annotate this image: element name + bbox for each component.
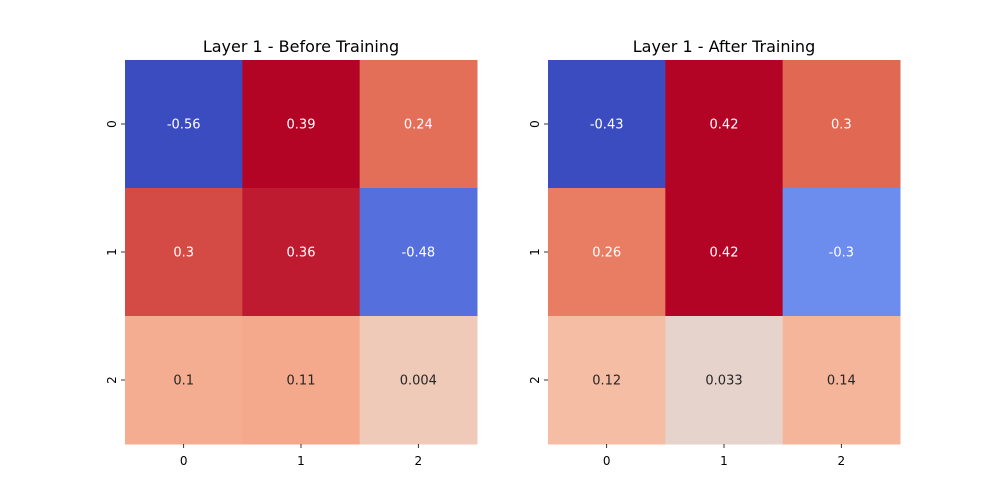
x-tick-label: 2 xyxy=(838,454,846,468)
heatmap-cell xyxy=(782,60,901,189)
y-tick-label: 2 xyxy=(105,376,119,384)
cell-value-label: 0.11 xyxy=(287,374,316,389)
cell-value-label: -0.48 xyxy=(402,246,436,261)
chart-title: Layer 1 - After Training xyxy=(633,37,815,56)
heatmap-cell xyxy=(548,316,666,445)
x-tick-label: 1 xyxy=(720,454,728,468)
cell-value-label: 0.1 xyxy=(173,374,194,389)
x-tick-label: 0 xyxy=(180,454,188,468)
cell-value-label: -0.3 xyxy=(829,246,854,261)
heatmap-cell xyxy=(125,316,243,445)
y-tick-label: 0 xyxy=(528,120,542,128)
cell-value-label: 0.033 xyxy=(705,374,742,389)
heatmap-cell xyxy=(782,188,901,317)
x-tick-label: 2 xyxy=(415,454,423,468)
y-tick-label: 0 xyxy=(105,120,119,128)
heatmap-cell xyxy=(665,60,784,189)
heatmap-cell xyxy=(125,188,243,317)
heatmap-cell xyxy=(548,60,666,189)
cell-value-label: -0.43 xyxy=(590,118,624,133)
cell-value-label: 0.3 xyxy=(173,246,194,261)
y-tick-label: 1 xyxy=(105,248,119,256)
heatmap-cell xyxy=(548,188,666,317)
heatmap-after-training: Layer 1 - After Training -0.43 0.42 0.3 0.26… xyxy=(528,37,901,468)
heatmap-before-training: Layer 1 - Before Training -0.56 0.39 0.24 0.… xyxy=(105,37,478,468)
cell-value-label: 0.26 xyxy=(592,246,621,261)
cell-value-label: 0.42 xyxy=(710,118,739,133)
heatmap-cell xyxy=(242,188,361,317)
heatmap-cell xyxy=(665,188,784,317)
x-tick-label: 0 xyxy=(603,454,611,468)
heatmap-cell xyxy=(242,60,361,189)
cell-value-label: 0.3 xyxy=(831,118,852,133)
cell-value-label: -0.56 xyxy=(167,118,201,133)
cell-value-label: 0.12 xyxy=(592,374,621,389)
cell-value-label: 0.39 xyxy=(287,118,316,133)
heatmap-cell xyxy=(242,316,361,445)
cell-value-label: 0.36 xyxy=(287,246,316,261)
cell-value-label: 0.42 xyxy=(710,246,739,261)
x-tick-label: 1 xyxy=(297,454,305,468)
y-tick-label: 2 xyxy=(528,376,542,384)
cell-value-label: 0.14 xyxy=(827,374,856,389)
heatmap-cell xyxy=(782,316,901,445)
heatmap-cell xyxy=(359,188,478,317)
heatmap-cell xyxy=(125,60,243,189)
heatmap-cell xyxy=(359,316,478,445)
cell-value-label: 0.24 xyxy=(404,118,433,133)
heatmap-cell xyxy=(359,60,478,189)
chart-title: Layer 1 - Before Training xyxy=(203,37,399,56)
heatmap-cell xyxy=(665,316,784,445)
cell-value-label: 0.004 xyxy=(400,374,437,389)
y-tick-label: 1 xyxy=(528,248,542,256)
